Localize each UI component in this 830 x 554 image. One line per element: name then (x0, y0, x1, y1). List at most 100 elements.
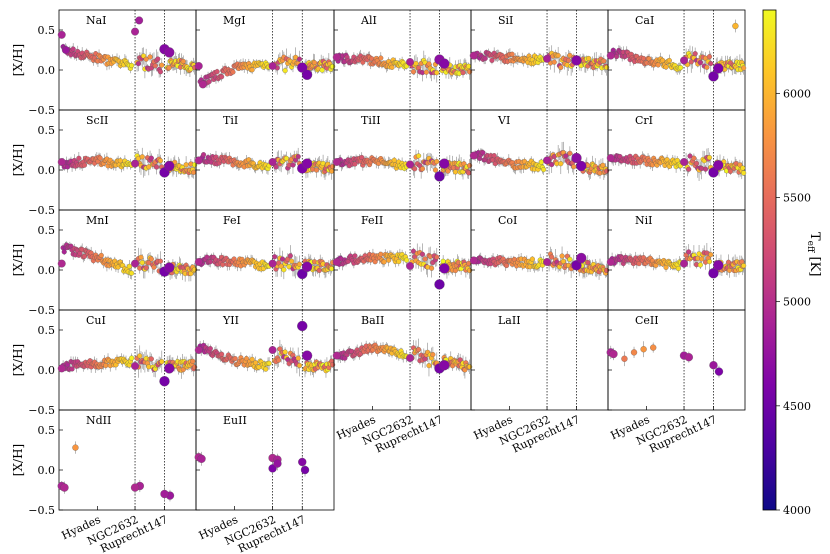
colorbar-tick-label: 4000 (783, 504, 811, 517)
data-point (266, 360, 272, 366)
data-point (697, 60, 703, 66)
data-point (289, 258, 295, 264)
data-point (693, 160, 700, 167)
panel-baii: BaII (332, 309, 473, 411)
data-point (164, 262, 175, 273)
panel-frame (195, 309, 335, 411)
data-point (332, 158, 341, 166)
data-point (143, 56, 149, 62)
data-point (559, 253, 565, 259)
data-point (708, 71, 719, 82)
panel-vi: VI (469, 109, 610, 211)
data-point (276, 357, 282, 363)
data-point (543, 258, 551, 266)
data-point (332, 258, 341, 266)
data-point (482, 55, 488, 62)
data-point (129, 62, 135, 69)
data-point (282, 68, 288, 74)
data-point (148, 155, 154, 161)
data-point (601, 58, 607, 64)
panel-ndii: −0.5 0.0 0.5 [X/H] NdII (11, 409, 197, 517)
data-point (434, 171, 445, 182)
data-point (706, 54, 713, 60)
data-point (543, 54, 551, 63)
data-point (268, 158, 277, 166)
data-point (329, 266, 335, 272)
data-point (273, 459, 282, 468)
data-point (61, 46, 70, 54)
data-point (57, 364, 66, 373)
data-point (81, 162, 87, 168)
panel-title: LaII (498, 314, 521, 327)
data-point (697, 262, 703, 268)
data-point (692, 51, 698, 57)
panel-nai: −0.5 0.0 0.5 [X/H] NaI (11, 9, 198, 117)
data-point (129, 270, 135, 276)
data-point (543, 156, 551, 165)
data-point (567, 256, 573, 262)
data-point (268, 62, 277, 70)
panel-title: ScII (86, 114, 108, 127)
data-point (732, 22, 739, 30)
data-point (585, 260, 591, 266)
data-point (439, 360, 450, 371)
data-point (296, 56, 303, 62)
data-point (558, 64, 564, 70)
data-point (691, 155, 697, 161)
data-point (416, 153, 422, 159)
data-point (319, 67, 325, 73)
data-point (126, 263, 132, 269)
panel-title: MnI (86, 214, 109, 227)
data-point (191, 169, 197, 175)
data-point (426, 363, 432, 369)
data-point (135, 16, 144, 25)
data-point (219, 351, 225, 357)
data-point (430, 352, 436, 358)
data-point (571, 55, 582, 66)
panel-scii: −0.5 0.0 0.5 [X/H] ScII (11, 109, 198, 217)
y-tick-label: 0.0 (38, 464, 56, 477)
y-tick-label: 0.0 (38, 264, 56, 277)
panel-title: CoI (498, 214, 517, 227)
colorbar-tick-label: 5000 (783, 296, 811, 309)
panel-cui: −0.5 0.0 0.5 [X/H] CuI (11, 309, 198, 417)
data-point (137, 353, 143, 359)
data-point (194, 346, 203, 354)
data-point (287, 253, 293, 259)
colorbar-tick-label: 6000 (783, 87, 811, 100)
data-point (72, 444, 79, 451)
data-point (159, 376, 170, 387)
data-point (714, 367, 724, 376)
subplot-grid: −0.5 0.0 0.5 [X/H] NaI MgI AlI SiI CaI −0.5 0.0 0.5… (11, 9, 747, 554)
data-point (300, 465, 310, 475)
data-point (708, 252, 714, 258)
y-tick-label: 0.0 (38, 164, 56, 177)
data-point (713, 63, 724, 74)
data-point (157, 258, 164, 264)
data-point (713, 160, 724, 171)
data-point (214, 69, 220, 75)
panel-ceii: CeII (606, 309, 746, 411)
panel-sii: SiI (469, 9, 610, 111)
data-point (152, 63, 158, 69)
data-point (206, 79, 212, 85)
panel-frame (58, 409, 197, 511)
data-point (194, 258, 203, 266)
panel-nii: NiI (606, 209, 747, 311)
data-point (263, 366, 269, 372)
data-point (155, 56, 161, 62)
data-point (641, 55, 647, 62)
panel-mgi: MgI (194, 9, 336, 111)
data-point (135, 61, 141, 67)
y-axis-label: [X/H] (11, 344, 25, 376)
data-point (249, 67, 255, 73)
data-point (301, 69, 313, 80)
data-point (295, 154, 301, 160)
y-tick-label: −0.5 (28, 104, 55, 117)
data-point (439, 263, 450, 274)
data-point (268, 259, 277, 268)
panel-cai: CaI (606, 9, 747, 111)
data-point (164, 363, 175, 374)
panel-laii: LaII (470, 309, 609, 411)
